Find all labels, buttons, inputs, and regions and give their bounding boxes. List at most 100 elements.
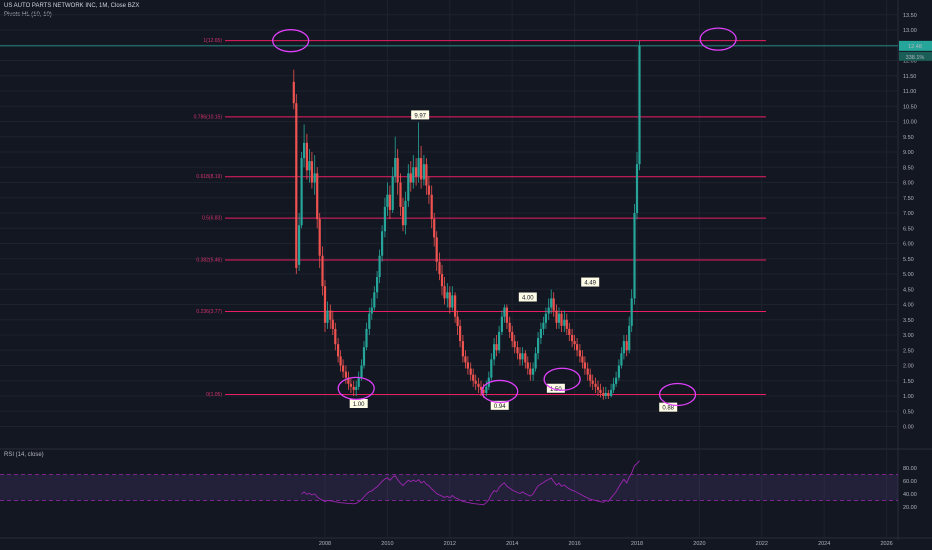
y-tick-label: 12.00 [903,59,917,65]
x-tick-label: 2010 [381,541,393,547]
candle-body [344,371,348,378]
candle-body [339,356,342,366]
candle-body [575,344,579,351]
pivot-label-box [490,400,509,410]
annotation-circle [481,379,519,404]
candle-body [625,341,628,351]
candle-body [425,164,428,186]
y-tick-label: 5.50 [903,257,914,263]
y-tick-label: 11.00 [903,89,916,95]
candle-body [477,383,480,387]
candle-body [383,206,387,232]
candle-body [552,298,555,311]
candle-body [524,353,527,363]
candle-body [589,374,592,381]
pivot-label: 4.00 [522,296,534,302]
annotation-circle [272,29,310,53]
candle-body [539,328,543,339]
candle-body [373,292,376,308]
candle-body [407,173,410,201]
candle-body [620,353,623,366]
candle-body [368,313,371,329]
candle-body [591,380,594,384]
candle-body [321,255,324,287]
candle-body [622,341,625,354]
candle-body [349,383,352,387]
candle-body [370,307,373,314]
fib-level-label: 0.236(3.77) [196,309,222,315]
candle-body [532,368,535,375]
candle-body [563,319,566,326]
candle-body [464,356,467,363]
candle-body [521,353,524,360]
fib-level-label: 1(12.65) [203,38,222,44]
annotation-circle [543,367,581,391]
pivot-label: 1.00 [353,402,365,408]
candle-body [604,392,607,396]
pivot-label: 9.97 [414,113,426,119]
x-tick-label: 2008 [319,541,331,547]
fib-level-label: 0.618(8.19) [196,174,222,180]
price-tag-label: 12.48 [908,44,922,50]
candle-body [399,182,402,207]
candle-body [313,173,316,183]
candle-body [409,173,412,183]
candle-body [430,194,433,220]
candle-body [599,389,602,393]
y-tick-label: 4.50 [903,287,914,293]
pivot-label: 0.94 [494,404,506,410]
candle-body [422,164,426,180]
candle-body [518,353,522,360]
x-tick-label: 2020 [693,541,705,547]
y-tick-label: 0.50 [903,409,914,415]
y-tick-label: 11.50 [903,74,916,80]
y-tick-label: 7.50 [903,196,914,202]
candle-body [295,103,298,268]
rsi-tick-label: 80.00 [903,466,917,472]
candle-body [628,325,631,351]
candle-body [380,231,384,256]
candle-body [596,386,600,390]
y-tick-label: 10.00 [903,120,917,126]
chart-title: US AUTO PARTS NETWORK INC, 1M, Close BZX [4,3,140,9]
rsi-tick-label: 40.00 [903,492,917,498]
y-tick-label: 3.00 [903,333,914,339]
pivot-label-box [411,110,430,120]
candle-body [362,347,366,366]
candle-body [505,307,508,323]
change-tag-label: 338.1% [906,55,925,61]
x-tick-label: 2026 [880,541,892,547]
y-tick-label: 9.00 [903,150,914,156]
candle-body [352,386,355,390]
x-tick-label: 2016 [568,541,580,547]
candle-body [391,176,394,210]
y-tick-label: 6.50 [903,226,914,232]
candle-body [474,380,477,384]
candle-body [454,295,457,317]
rsi-tick-label: 20.00 [903,505,917,511]
candle-body [326,310,329,323]
candle-body [341,365,345,372]
candle-body [536,338,540,354]
y-tick-label: 6.00 [903,242,914,248]
annotation-circle [699,27,737,51]
candle-body [461,341,465,357]
candle-body [396,158,399,183]
candle-body [573,341,576,345]
candle-body [482,389,485,393]
candle-body [571,335,574,342]
candle-body [493,344,496,360]
y-tick-label: 1.50 [903,379,914,385]
candle-body [347,377,350,384]
candle-body [633,213,636,299]
y-tick-label: 9.50 [903,135,914,141]
x-tick-label: 2022 [756,541,768,547]
candle-body [337,344,340,357]
candle-body [568,328,571,335]
y-tick-label: 7.00 [903,211,914,217]
y-tick-label: 1.00 [903,394,914,400]
candle-body [500,316,504,332]
candle-body [401,206,405,226]
candle-body [388,194,391,210]
